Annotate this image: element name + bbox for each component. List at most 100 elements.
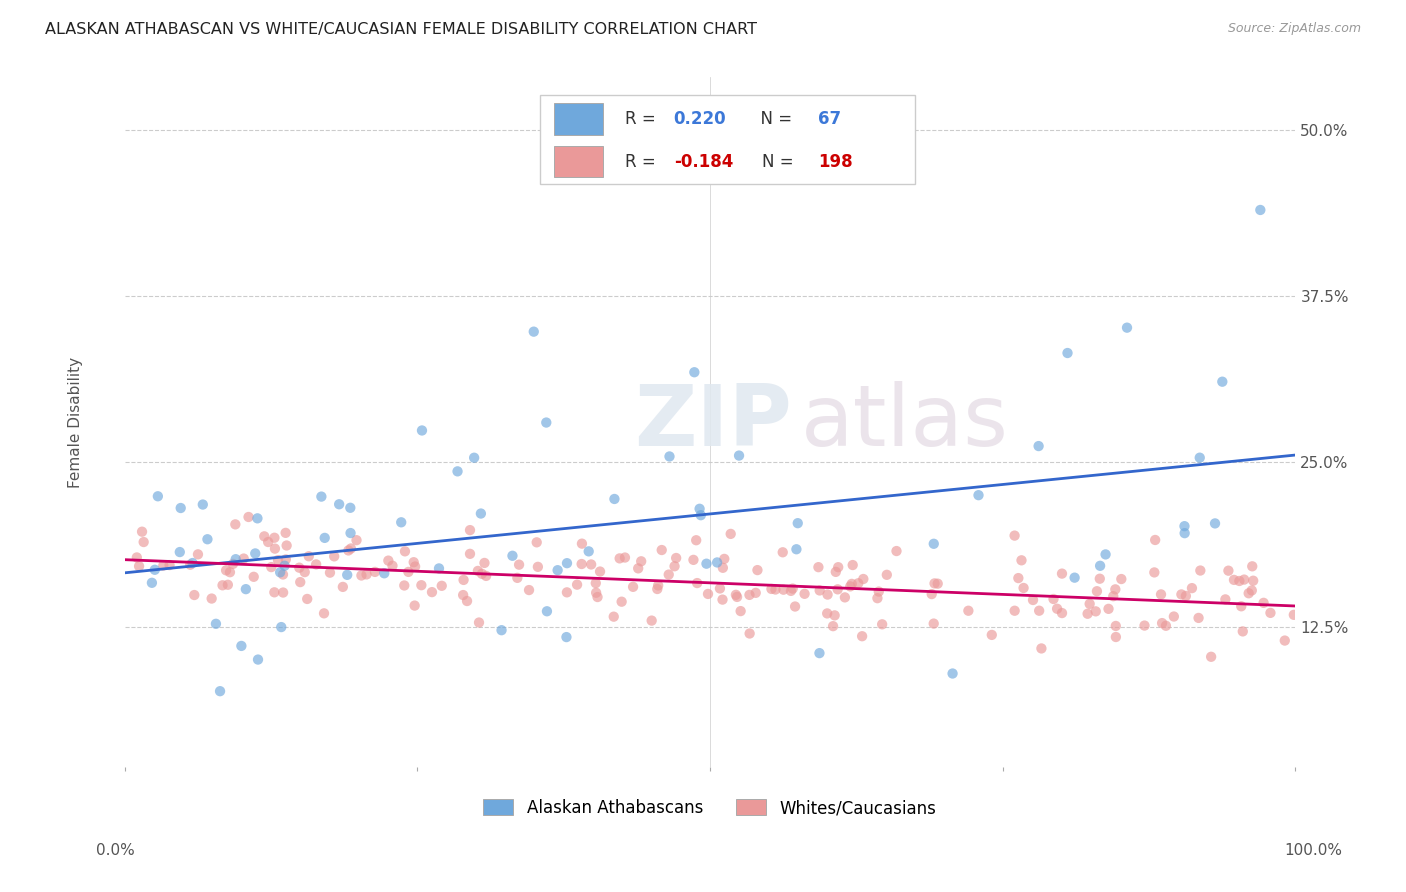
Point (1088, 572, 1111, 586)
Point (336, 567, 359, 582)
Point (711, 592, 734, 607)
Point (373, 566, 395, 581)
Point (451, 588, 474, 602)
Point (823, 619, 845, 633)
Point (295, 591, 318, 606)
Point (942, 666, 965, 681)
Point (1189, 564, 1212, 578)
Point (747, 563, 769, 577)
Point (132, 535, 155, 549)
Point (1094, 548, 1116, 562)
Point (263, 585, 285, 599)
Point (536, 416, 558, 430)
Point (1170, 587, 1192, 601)
Text: 198: 198 (818, 153, 852, 170)
Point (1050, 606, 1073, 620)
Point (738, 588, 761, 602)
Point (1174, 589, 1197, 603)
Point (621, 580, 644, 594)
Point (1150, 587, 1173, 601)
Point (247, 652, 270, 666)
Point (645, 582, 668, 596)
Point (350, 568, 373, 582)
Point (128, 559, 150, 574)
Point (1105, 630, 1128, 644)
Point (402, 555, 425, 569)
Point (697, 587, 720, 601)
Point (1154, 619, 1177, 633)
Point (536, 604, 558, 618)
Point (411, 424, 433, 438)
Point (761, 582, 783, 596)
Point (586, 590, 609, 604)
Point (290, 575, 312, 590)
Point (311, 490, 333, 504)
Point (312, 607, 335, 621)
Point (389, 516, 412, 530)
Point (364, 565, 387, 579)
Point (224, 517, 246, 532)
Point (1133, 618, 1156, 632)
Point (205, 616, 228, 631)
Point (430, 579, 453, 593)
Point (187, 547, 209, 561)
Text: R =: R = (624, 153, 661, 170)
Point (824, 608, 846, 623)
Point (1004, 604, 1026, 618)
Point (1230, 599, 1253, 614)
Point (683, 365, 706, 379)
Point (181, 556, 204, 570)
Point (411, 578, 433, 592)
Text: ZIP: ZIP (634, 381, 792, 464)
Point (610, 595, 633, 609)
Point (1116, 320, 1139, 334)
Point (332, 580, 354, 594)
Point (868, 584, 890, 599)
Point (783, 599, 806, 614)
Point (305, 558, 328, 572)
Point (458, 547, 481, 561)
Point (922, 616, 945, 631)
Point (463, 450, 485, 465)
Point (346, 533, 368, 548)
Point (377, 553, 399, 567)
Point (209, 684, 232, 698)
Point (470, 507, 492, 521)
Point (508, 558, 530, 572)
Point (323, 549, 346, 564)
Point (1249, 202, 1271, 217)
Point (337, 543, 360, 558)
Point (547, 563, 569, 577)
Point (506, 571, 529, 585)
Point (394, 578, 416, 592)
Point (501, 549, 523, 563)
Point (682, 553, 704, 567)
Point (713, 552, 735, 566)
Point (627, 561, 650, 575)
Point (246, 511, 269, 525)
Point (555, 556, 578, 570)
Point (467, 564, 489, 578)
Point (253, 529, 276, 543)
Point (197, 533, 219, 547)
Point (1174, 526, 1197, 541)
Point (647, 578, 669, 592)
Point (827, 560, 849, 574)
Point (1143, 566, 1166, 580)
Text: -0.184: -0.184 (673, 153, 733, 170)
Point (475, 569, 498, 583)
Point (1042, 592, 1064, 607)
FancyBboxPatch shape (540, 95, 915, 185)
Point (141, 575, 163, 590)
Point (651, 543, 673, 558)
Point (1253, 596, 1275, 610)
Point (446, 464, 468, 478)
Point (146, 489, 169, 503)
Point (1028, 604, 1050, 618)
Point (152, 558, 174, 573)
Point (1223, 573, 1246, 587)
Text: 67: 67 (818, 110, 841, 128)
Point (555, 585, 578, 599)
Point (1199, 649, 1222, 664)
Point (191, 498, 214, 512)
